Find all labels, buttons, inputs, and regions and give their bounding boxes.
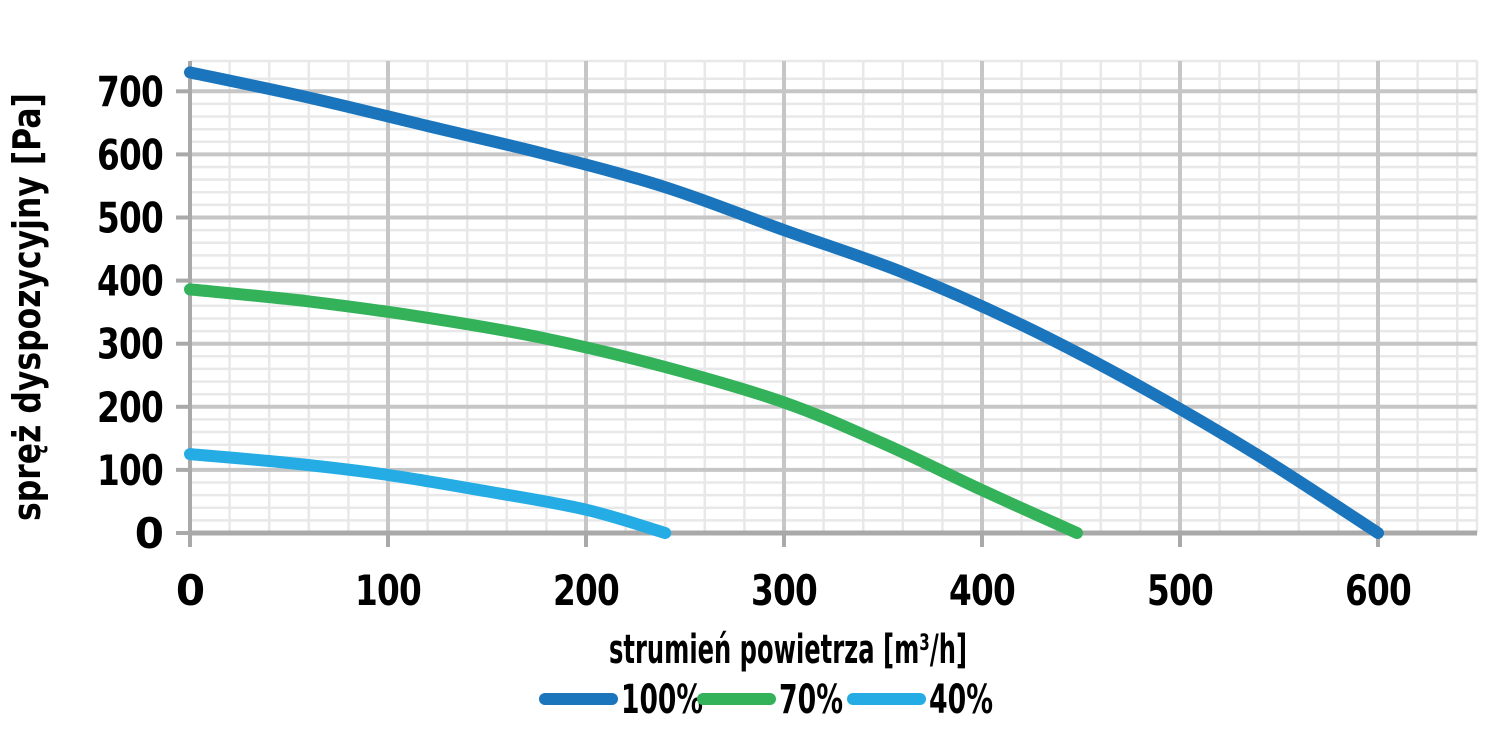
curve-40pct: [184, 448, 672, 539]
y-tick-label: 500: [97, 194, 163, 243]
minor-gridlines: [190, 59, 1479, 533]
y-tick-label: 400: [97, 257, 163, 306]
x-tick-label: 300: [751, 566, 817, 615]
curve-100pct: [184, 66, 1384, 539]
x-tick-label: 100: [355, 566, 421, 615]
y-tick-label: 0: [135, 509, 163, 558]
legend: 100% 70% 40%: [539, 677, 993, 723]
legend-label-70pct: 70%: [779, 677, 843, 723]
major-gridlines: [190, 61, 1477, 533]
legend-label-100pct: 100%: [621, 677, 703, 723]
axis-ticks: [176, 89, 1380, 547]
y-tick-label: 600: [97, 130, 163, 179]
y-tick-label: 300: [97, 320, 163, 369]
x-axis-title: strumień powietrza [m³/h]: [609, 627, 967, 673]
y-tick-label: 100: [97, 446, 163, 495]
x-tick-label: 600: [1345, 566, 1411, 615]
x-tick-label: 500: [1147, 566, 1213, 615]
tick-labels: 0 100 200 300 400 500 600 0 100 200 300 400 500 600 70…: [97, 67, 1412, 615]
curve-70pct: [184, 283, 1083, 539]
y-tick-label: 700: [97, 67, 163, 116]
x-tick-label: 400: [949, 566, 1015, 615]
x-tick-label: 0: [176, 566, 204, 615]
y-tick-label: 200: [97, 383, 163, 432]
axes: [188, 61, 1477, 536]
legend-label-40pct: 40%: [929, 677, 993, 723]
x-tick-label: 200: [553, 566, 619, 615]
data-curves: [184, 66, 1384, 539]
y-axis-title: spręż dyspozycyjny [Pa]: [5, 93, 49, 521]
